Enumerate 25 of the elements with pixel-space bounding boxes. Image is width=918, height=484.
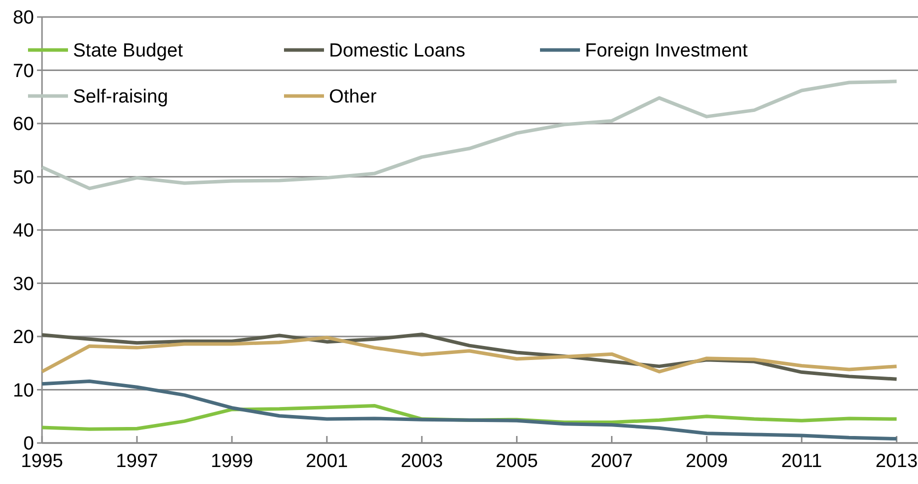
y-tick-label: 20 xyxy=(12,327,34,348)
y-tick-label: 40 xyxy=(12,220,34,242)
x-tick-label: 2003 xyxy=(400,451,443,472)
y-tick-label: 70 xyxy=(12,60,34,82)
line-series xyxy=(40,80,898,190)
x-tick-label: 1997 xyxy=(116,451,158,472)
y-tick-label: 60 xyxy=(12,114,34,136)
legend-label: Domestic Loans xyxy=(329,40,466,62)
x-tick-label: 2013 xyxy=(875,451,918,472)
x-tick-label: 2011 xyxy=(781,451,822,472)
line-series xyxy=(40,336,898,374)
y-tick-label: 30 xyxy=(12,274,34,295)
legend-label: Self-raising xyxy=(73,86,168,108)
y-tick-label: 10 xyxy=(12,380,34,402)
x-tick-label: 2009 xyxy=(686,451,728,472)
x-tick-label: 1999 xyxy=(210,451,254,472)
y-tick-label: 50 xyxy=(12,167,34,188)
legend-label: Other xyxy=(329,86,378,108)
legend-label: Foreign Investment xyxy=(585,40,748,62)
x-tick-label: 2007 xyxy=(590,451,633,472)
y-tick-label: 80 xyxy=(12,8,34,29)
legend-label: State Budget xyxy=(73,40,184,62)
x-tick-label: 2001 xyxy=(306,451,348,472)
line-series xyxy=(40,379,898,440)
x-tick-label: 2005 xyxy=(496,451,538,472)
